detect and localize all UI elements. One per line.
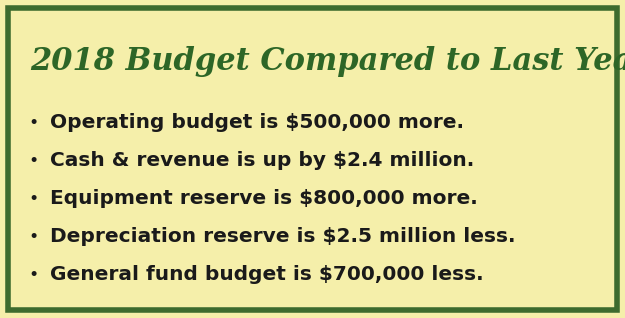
Text: •: • — [28, 266, 38, 284]
Text: •: • — [28, 152, 38, 170]
Text: Operating budget is $500,000 more.: Operating budget is $500,000 more. — [50, 114, 464, 133]
Text: 2018 Budget Compared to Last Year: 2018 Budget Compared to Last Year — [30, 46, 625, 77]
Text: Cash & revenue is up by $2.4 million.: Cash & revenue is up by $2.4 million. — [50, 151, 474, 170]
Text: •: • — [28, 228, 38, 246]
Text: •: • — [28, 114, 38, 132]
Text: •: • — [28, 190, 38, 208]
Text: General fund budget is $700,000 less.: General fund budget is $700,000 less. — [50, 266, 484, 285]
Text: Depreciation reserve is $2.5 million less.: Depreciation reserve is $2.5 million les… — [50, 227, 516, 246]
Text: Equipment reserve is $800,000 more.: Equipment reserve is $800,000 more. — [50, 190, 478, 209]
